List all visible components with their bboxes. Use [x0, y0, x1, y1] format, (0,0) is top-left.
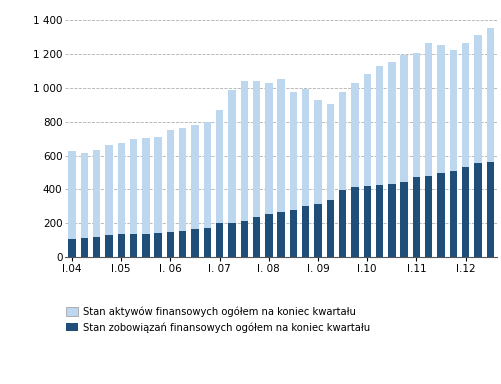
Bar: [203, 122, 210, 257]
Bar: [93, 150, 100, 257]
Bar: [461, 43, 468, 257]
Bar: [81, 238, 88, 257]
Bar: [215, 223, 223, 257]
Bar: [166, 130, 174, 257]
Bar: [461, 167, 468, 257]
Bar: [191, 229, 198, 257]
Bar: [203, 228, 210, 257]
Bar: [154, 137, 161, 257]
Bar: [289, 92, 297, 257]
Bar: [485, 28, 493, 257]
Legend: Stan aktywów finansowych ogółem na koniec kwartału, Stan zobowiązań finansowych : Stan aktywów finansowych ogółem na konie…: [66, 306, 369, 333]
Bar: [179, 129, 186, 257]
Bar: [253, 217, 260, 257]
Bar: [265, 83, 272, 257]
Bar: [302, 205, 309, 257]
Bar: [485, 162, 493, 257]
Bar: [68, 238, 76, 257]
Bar: [253, 81, 260, 257]
Bar: [130, 139, 137, 257]
Bar: [326, 104, 333, 257]
Bar: [424, 176, 431, 257]
Bar: [375, 185, 382, 257]
Bar: [142, 233, 149, 257]
Bar: [277, 79, 284, 257]
Bar: [375, 66, 382, 257]
Bar: [93, 237, 100, 257]
Bar: [400, 55, 407, 257]
Bar: [68, 151, 76, 257]
Bar: [117, 234, 125, 257]
Bar: [351, 187, 358, 257]
Bar: [338, 190, 346, 257]
Bar: [302, 89, 309, 257]
Bar: [424, 43, 431, 257]
Bar: [363, 74, 370, 257]
Bar: [81, 153, 88, 257]
Bar: [117, 143, 125, 257]
Bar: [436, 45, 444, 257]
Bar: [400, 182, 407, 257]
Bar: [105, 235, 112, 257]
Bar: [228, 223, 235, 257]
Bar: [351, 83, 358, 257]
Bar: [449, 50, 456, 257]
Bar: [387, 184, 395, 257]
Bar: [277, 212, 284, 257]
Bar: [130, 234, 137, 257]
Bar: [265, 214, 272, 257]
Bar: [105, 146, 112, 257]
Bar: [240, 221, 247, 257]
Bar: [314, 204, 321, 257]
Bar: [154, 233, 161, 257]
Bar: [191, 125, 198, 257]
Bar: [387, 62, 395, 257]
Bar: [338, 92, 346, 257]
Bar: [166, 232, 174, 257]
Bar: [314, 100, 321, 257]
Bar: [289, 210, 297, 257]
Bar: [473, 163, 480, 257]
Bar: [142, 138, 149, 257]
Bar: [436, 172, 444, 257]
Bar: [412, 53, 419, 257]
Bar: [240, 81, 247, 257]
Bar: [228, 90, 235, 257]
Bar: [412, 177, 419, 257]
Bar: [215, 110, 223, 257]
Bar: [326, 200, 333, 257]
Bar: [449, 171, 456, 257]
Bar: [179, 231, 186, 257]
Bar: [473, 35, 480, 257]
Bar: [363, 186, 370, 257]
